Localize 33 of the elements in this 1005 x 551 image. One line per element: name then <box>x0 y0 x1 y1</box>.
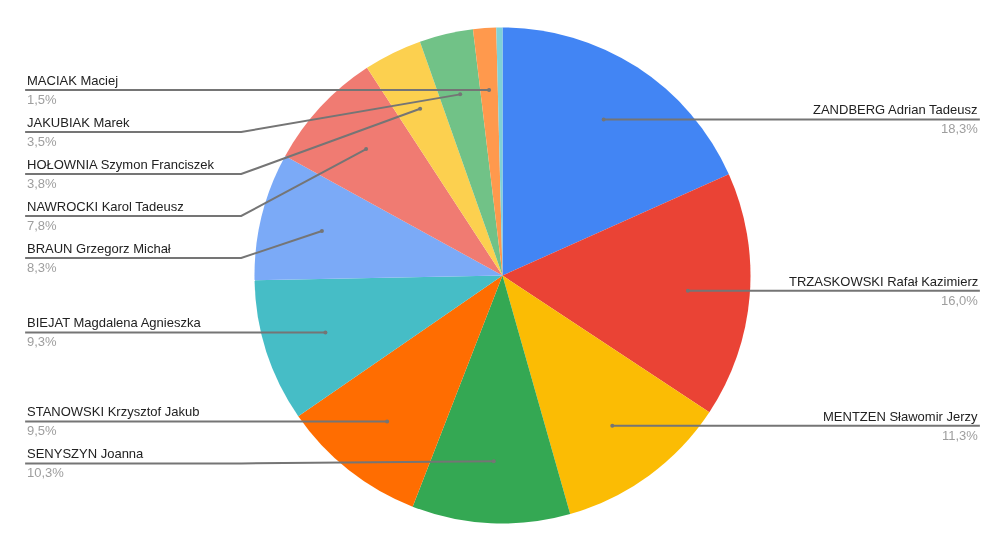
data-label: 9,5% <box>27 423 58 438</box>
pie-slice <box>502 27 729 276</box>
pie-slice <box>419 29 503 276</box>
slice-label: JAKUBIAK Marek <box>27 115 131 130</box>
slice-label: MENTZEN Sławomir Jerzy <box>823 409 979 424</box>
data-label: 8,3% <box>27 260 58 275</box>
slice-label: SENYSZYN Joanna <box>27 446 145 461</box>
data-label: 3,8% <box>27 176 58 191</box>
pie-slice <box>298 275 503 507</box>
slice-label: NAWROCKI Karol Tadeusz <box>27 199 184 214</box>
pie-slice <box>502 174 751 413</box>
data-label: 3,5% <box>27 134 58 149</box>
pie-slice <box>254 275 503 417</box>
data-label: 18,3% <box>941 121 979 136</box>
data-label: 1,5% <box>27 92 58 107</box>
pie-slice <box>285 67 503 276</box>
slice-label: MACIAK Maciej <box>27 73 119 88</box>
data-label: 7,8% <box>27 218 58 233</box>
slice-label: BRAUN Grzegorz Michał <box>27 241 171 256</box>
data-label: 16,0% <box>941 293 979 308</box>
slice-label: HOŁOWNIA Szymon Franciszek <box>27 157 215 172</box>
data-label: 10,3% <box>27 465 65 480</box>
slice-label: TRZASKOWSKI Rafał Kazimierz <box>789 274 979 289</box>
slice-label: ZANDBERG Adrian Tadeusz <box>813 102 978 117</box>
pie-slice <box>366 41 503 276</box>
pie-slice <box>412 275 571 524</box>
data-label: 9,3% <box>27 334 58 349</box>
data-label: 11,3% <box>942 428 979 443</box>
slice-label: STANOWSKI Krzysztof Jakub <box>27 404 200 419</box>
slice-label: BIEJAT Magdalena Agnieszka <box>27 315 202 330</box>
pie-slice <box>254 156 503 281</box>
pie-slice <box>496 27 503 276</box>
pie-slice <box>502 275 710 515</box>
